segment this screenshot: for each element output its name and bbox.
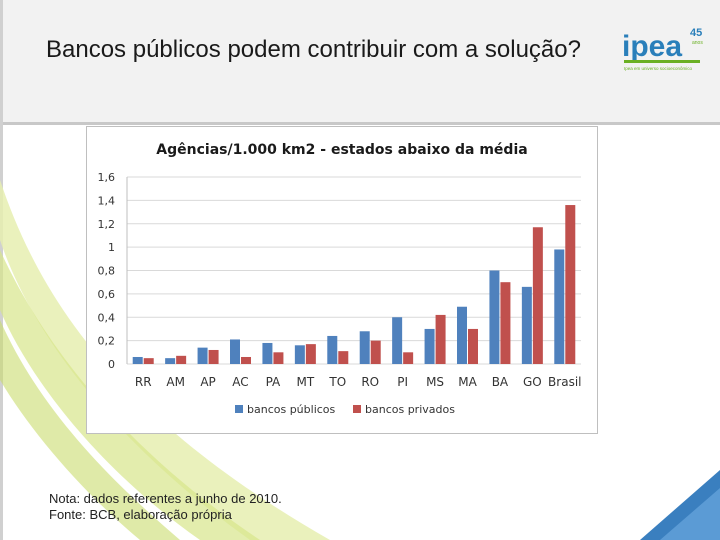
x-tick-label: BA xyxy=(492,375,509,389)
bar-privados xyxy=(305,344,316,364)
x-tick-label: TO xyxy=(328,375,346,389)
x-tick-label: RO xyxy=(361,375,379,389)
x-tick-label: MT xyxy=(297,375,315,389)
logo-badge-number: 45 xyxy=(690,27,702,39)
bar-privados xyxy=(435,314,446,364)
y-tick-label: 1,4 xyxy=(98,194,116,207)
legend-label: bancos públicos xyxy=(247,403,336,416)
bar-privados xyxy=(176,355,187,364)
y-tick-label: 0,2 xyxy=(98,335,116,348)
bar-publicos xyxy=(327,335,338,364)
x-tick-label: MA xyxy=(458,375,477,389)
bar-publicos xyxy=(359,331,370,364)
y-tick-label: 0,8 xyxy=(98,265,116,278)
y-tick-label: 1,2 xyxy=(98,218,116,231)
bar-privados xyxy=(370,340,381,364)
y-tick-label: 0,4 xyxy=(98,311,116,324)
bar-privados xyxy=(273,352,284,364)
source-line: Fonte: BCB, elaboração própria xyxy=(49,507,232,522)
bar-publicos xyxy=(132,356,143,364)
bar-publicos xyxy=(554,249,565,364)
chart-title: Agências/1.000 km2 - estados abaixo da m… xyxy=(156,142,527,158)
x-tick-label: AP xyxy=(200,375,215,389)
note-line: Nota: dados referentes a junho de 2010. xyxy=(49,491,282,506)
y-tick-label: 1,6 xyxy=(98,171,116,184)
footnotes: Nota: dados referentes a junho de 2010. … xyxy=(49,491,282,523)
x-tick-label: GO xyxy=(523,375,542,389)
bar-publicos xyxy=(457,306,467,364)
bar-privados xyxy=(241,356,251,364)
y-tick-label: 0 xyxy=(108,358,115,371)
bar-publicos xyxy=(521,286,532,364)
legend-swatch xyxy=(353,405,361,413)
bar-privados xyxy=(208,349,219,364)
legend-label: bancos privados xyxy=(365,403,455,416)
bar-privados xyxy=(468,328,478,364)
x-tick-label: AM xyxy=(166,375,185,389)
bar-privados xyxy=(338,351,349,364)
x-tick-label: Brasil xyxy=(548,375,581,389)
bar-privados xyxy=(500,282,511,364)
bar-publicos xyxy=(489,270,500,364)
bar-privados xyxy=(532,227,543,364)
slide-title: Bancos públicos podem contribuir com a s… xyxy=(46,36,581,63)
x-tick-label: PA xyxy=(266,375,281,389)
bar-publicos xyxy=(294,345,305,364)
x-tick-label: MS xyxy=(426,375,444,389)
logo-badge-sub: anos xyxy=(692,40,703,46)
bar-privados xyxy=(565,205,576,364)
bar-publicos xyxy=(392,317,403,364)
bar-publicos xyxy=(262,342,273,364)
bar-publicos xyxy=(197,347,208,364)
x-tick-label: RR xyxy=(135,375,152,389)
y-tick-label: 0,6 xyxy=(98,288,116,301)
bar-publicos xyxy=(424,328,435,364)
bar-chart: Agências/1.000 km2 - estados abaixo da m… xyxy=(98,142,582,416)
logo-wordmark: ipea xyxy=(622,30,682,63)
y-tick-label: 1 xyxy=(108,241,115,254)
bar-publicos xyxy=(230,339,240,364)
x-tick-label: AC xyxy=(232,375,248,389)
logo-tagline: Ipea em universo socioeconômico xyxy=(624,66,693,71)
bar-privados xyxy=(403,352,414,364)
bar-publicos xyxy=(165,358,176,364)
legend-swatch xyxy=(235,405,243,413)
chart-frame: Agências/1.000 km2 - estados abaixo da m… xyxy=(86,126,598,434)
bar-privados xyxy=(143,358,154,364)
ipea-logo: ipea 45 anos Ipea em universo socioeconô… xyxy=(622,27,703,71)
x-tick-label: PI xyxy=(397,375,408,389)
